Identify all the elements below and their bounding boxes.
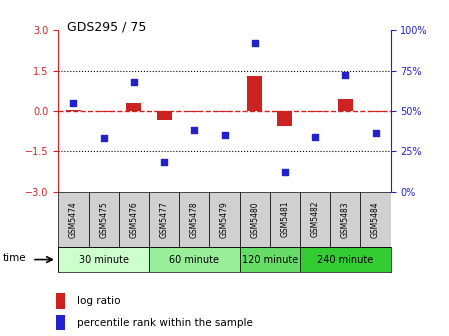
Bar [57, 293, 65, 308]
Text: time: time [2, 253, 26, 263]
Point [70, 100, 77, 106]
Bar [217, 111, 232, 112]
Bar [149, 247, 240, 272]
Text: 240 minute: 240 minute [317, 255, 374, 264]
Bar [300, 192, 330, 247]
Point [100, 136, 107, 141]
Bar [58, 247, 149, 272]
Text: GSM5476: GSM5476 [129, 201, 138, 238]
Bar [209, 192, 240, 247]
Text: 60 minute: 60 minute [169, 255, 219, 264]
Bar [338, 99, 353, 111]
Bar [57, 315, 65, 331]
Bar [240, 247, 300, 272]
Point [221, 132, 228, 138]
Bar [126, 103, 141, 111]
Bar [66, 110, 81, 111]
Text: GDS295 / 75: GDS295 / 75 [67, 20, 147, 33]
Bar [270, 192, 300, 247]
Bar [58, 192, 88, 247]
Point [312, 134, 319, 139]
Bar [247, 76, 262, 111]
Point [130, 79, 137, 85]
Point [372, 131, 379, 136]
Bar [330, 192, 361, 247]
Text: GSM5474: GSM5474 [69, 201, 78, 238]
Bar [157, 111, 172, 120]
Point [160, 160, 167, 165]
Text: GSM5481: GSM5481 [281, 201, 290, 238]
Bar [96, 111, 111, 112]
Bar [300, 247, 391, 272]
Text: GSM5482: GSM5482 [311, 201, 320, 238]
Text: GSM5480: GSM5480 [250, 201, 259, 238]
Text: GSM5484: GSM5484 [371, 201, 380, 238]
Text: 30 minute: 30 minute [79, 255, 129, 264]
Text: 120 minute: 120 minute [242, 255, 298, 264]
Point [342, 73, 349, 78]
Text: log ratio: log ratio [77, 296, 121, 306]
Bar [149, 192, 179, 247]
Bar [179, 192, 209, 247]
Text: GSM5477: GSM5477 [159, 201, 168, 238]
Bar [240, 192, 270, 247]
Point [251, 40, 258, 46]
Bar [88, 192, 119, 247]
Bar [308, 111, 323, 112]
Bar [277, 111, 292, 126]
Bar [187, 111, 202, 112]
Bar [368, 111, 383, 112]
Point [191, 128, 198, 133]
Bar [361, 192, 391, 247]
Text: GSM5479: GSM5479 [220, 201, 229, 238]
Text: GSM5483: GSM5483 [341, 201, 350, 238]
Text: percentile rank within the sample: percentile rank within the sample [77, 318, 253, 328]
Bar [119, 192, 149, 247]
Text: GSM5475: GSM5475 [99, 201, 108, 238]
Point [282, 169, 289, 175]
Text: GSM5478: GSM5478 [190, 201, 199, 238]
